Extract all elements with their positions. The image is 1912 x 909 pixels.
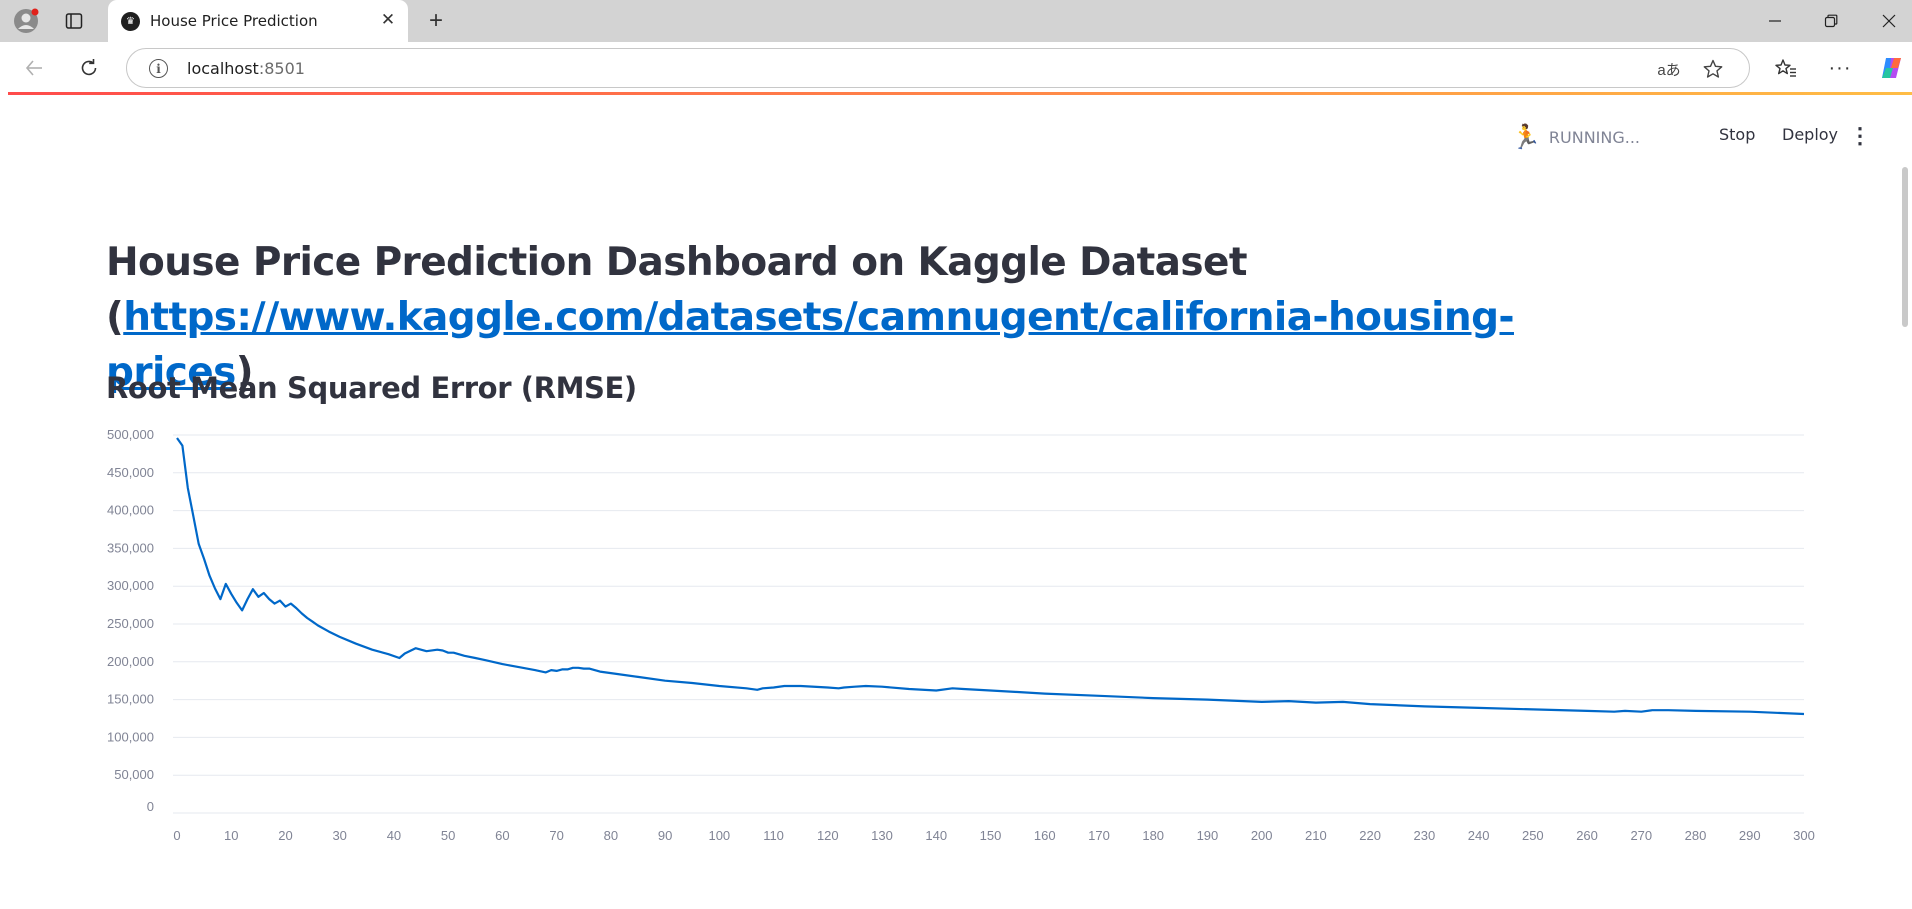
x-tick-label: 280 xyxy=(1685,828,1707,843)
x-tick-label: 290 xyxy=(1739,828,1761,843)
x-tick-label: 20 xyxy=(278,828,292,843)
x-tick-label: 250 xyxy=(1522,828,1544,843)
running-status-text: RUNNING... xyxy=(1548,128,1640,147)
kaggle-dataset-link[interactable]: https://www.kaggle.com/datasets/camnugen… xyxy=(106,295,1515,395)
x-tick-label: 130 xyxy=(871,828,893,843)
x-tick-label: 200 xyxy=(1251,828,1273,843)
running-person-icon: 🏃 xyxy=(1511,124,1541,151)
rmse-line-chart: 0 50,000 100,000 150,000 200,000 250,000 300,0… xyxy=(107,427,1815,843)
y-tick-label: 250,000 xyxy=(107,616,154,631)
url-text[interactable]: localhost:8501 xyxy=(187,59,305,78)
x-tick-label: 190 xyxy=(1197,828,1219,843)
favorites-list-icon[interactable] xyxy=(1770,52,1802,84)
y-tick-label: 300,000 xyxy=(107,578,154,593)
address-bar-row: i localhost:8501 aあ ··· xyxy=(0,42,1912,94)
y-tick-label: 100,000 xyxy=(107,729,154,744)
streamlit-app: 🏃 RUNNING... Stop Deploy ⋮ House Price P… xyxy=(4,95,1908,909)
x-tick-label: 210 xyxy=(1305,828,1327,843)
more-icon[interactable]: ··· xyxy=(1828,56,1852,79)
chart-subheader: Root Mean Squared Error (RMSE) xyxy=(106,371,637,405)
x-tick-label: 220 xyxy=(1359,828,1381,843)
deploy-button[interactable]: Deploy xyxy=(1782,125,1839,144)
y-tick-label: 450,000 xyxy=(107,465,154,480)
page-title-text: House Price Prediction Dashboard on Kagg… xyxy=(106,240,1247,340)
star-icon[interactable] xyxy=(1699,55,1727,83)
stop-button[interactable]: Stop xyxy=(1719,125,1756,144)
main-menu-icon[interactable]: ⋮ xyxy=(1849,123,1871,148)
x-tick-label: 120 xyxy=(817,828,839,843)
refresh-icon[interactable] xyxy=(73,52,105,84)
x-tick-label: 150 xyxy=(980,828,1002,843)
url-port: :8501 xyxy=(258,59,305,78)
x-tick-label: 40 xyxy=(387,828,401,843)
x-tick-label: 70 xyxy=(549,828,563,843)
plus-icon[interactable]: + xyxy=(428,7,443,34)
close-icon[interactable]: ✕ xyxy=(380,10,396,29)
page-title-close-paren: ) xyxy=(235,350,254,395)
x-tick-label: 260 xyxy=(1576,828,1598,843)
x-tick-label: 30 xyxy=(332,828,346,843)
page-title: House Price Prediction Dashboard on Kagg… xyxy=(106,235,1606,400)
tab-actions-icon[interactable] xyxy=(58,5,90,37)
page-load-progress-bar xyxy=(8,92,1912,95)
browser-tab-active[interactable]: ♛ House Price Prediction ✕ xyxy=(108,0,408,42)
x-tick-label: 240 xyxy=(1468,828,1490,843)
x-tick-label: 270 xyxy=(1630,828,1652,843)
browser-tab-strip: ♛ House Price Prediction ✕ + xyxy=(0,0,1912,42)
close-window-icon[interactable] xyxy=(1866,4,1912,38)
scrollbar[interactable] xyxy=(1902,167,1908,327)
profile-avatar-icon[interactable] xyxy=(10,5,42,37)
x-tick-label: 0 xyxy=(173,828,180,843)
x-tick-label: 170 xyxy=(1088,828,1110,843)
x-tick-label: 110 xyxy=(763,828,784,843)
x-tick-label: 80 xyxy=(604,828,618,843)
tab-title: House Price Prediction xyxy=(150,12,318,30)
y-tick-label: 400,000 xyxy=(107,503,154,518)
minimize-icon[interactable] xyxy=(1752,4,1798,38)
x-tick-label: 140 xyxy=(925,828,947,843)
copilot-icon[interactable] xyxy=(1876,52,1908,84)
streamlit-crown-icon: ♛ xyxy=(121,12,140,31)
x-tick-label: 90 xyxy=(658,828,672,843)
running-status: 🏃 RUNNING... xyxy=(1511,123,1640,152)
x-tick-label: 100 xyxy=(708,828,730,843)
url-host: localhost xyxy=(187,59,259,78)
translate-icon[interactable]: aあ xyxy=(1657,61,1681,79)
x-tick-label: 230 xyxy=(1414,828,1436,843)
url-omnibox[interactable]: i localhost:8501 aあ xyxy=(126,48,1750,88)
x-tick-label: 160 xyxy=(1034,828,1056,843)
y-tick-label: 350,000 xyxy=(107,540,154,555)
rmse-series-line xyxy=(176,437,1805,716)
x-tick-label: 300 xyxy=(1793,828,1815,843)
back-arrow-icon[interactable] xyxy=(18,52,50,84)
y-tick-label: 50,000 xyxy=(114,767,154,782)
x-tick-label: 180 xyxy=(1142,828,1164,843)
x-tick-label: 50 xyxy=(441,828,455,843)
x-tick-label: 60 xyxy=(495,828,509,843)
restore-icon[interactable] xyxy=(1808,4,1854,38)
y-tick-label: 0 xyxy=(147,799,154,814)
x-tick-label: 10 xyxy=(224,828,238,843)
y-tick-label: 500,000 xyxy=(107,427,154,442)
y-tick-label: 200,000 xyxy=(107,654,154,669)
y-tick-label: 150,000 xyxy=(107,692,154,707)
info-icon[interactable]: i xyxy=(149,59,168,78)
